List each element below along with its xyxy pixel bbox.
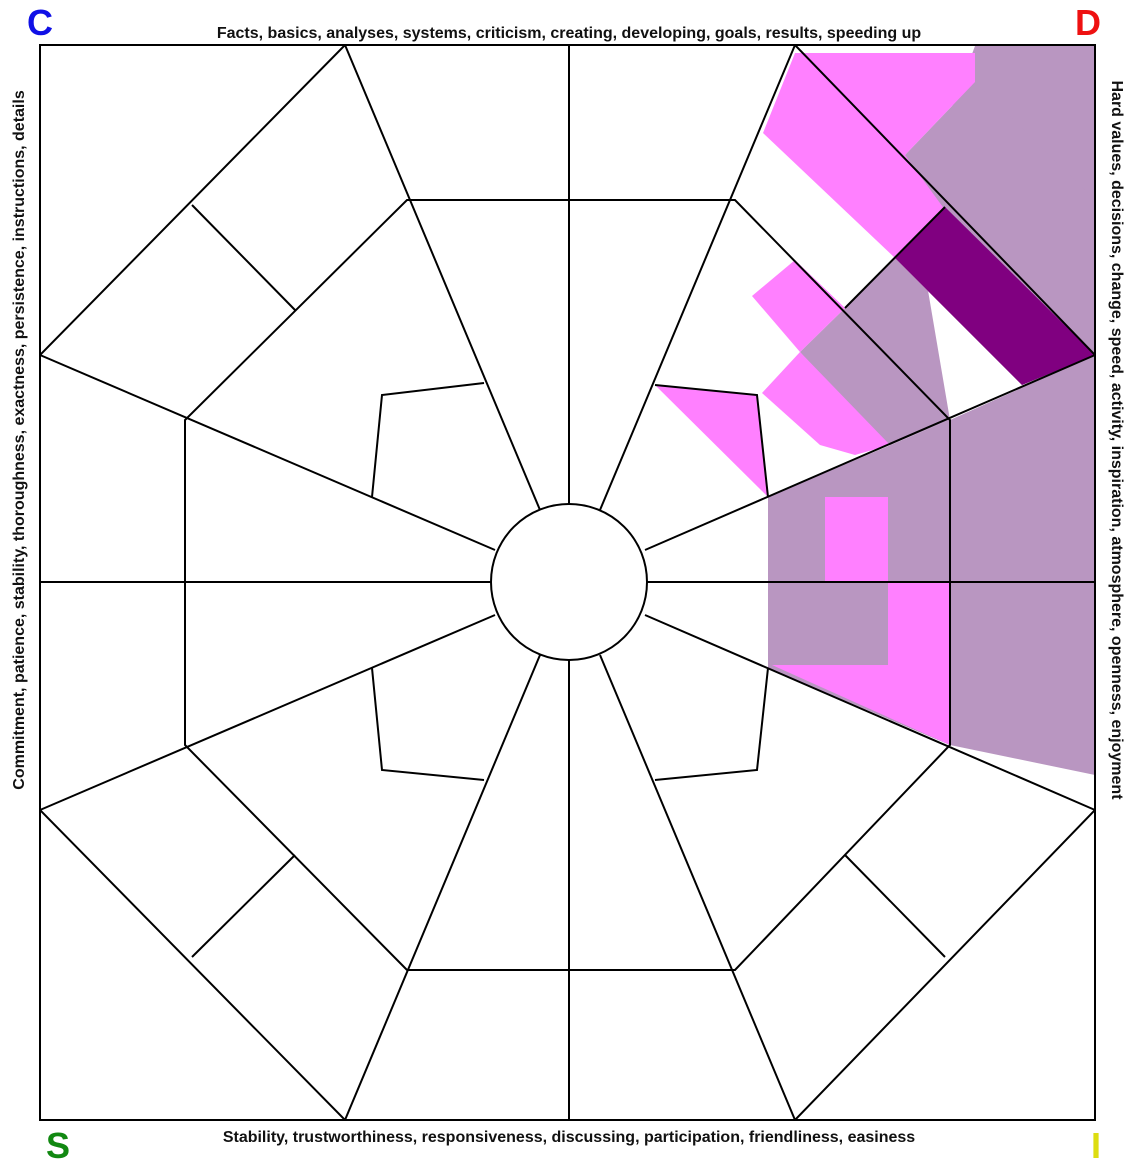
inner-d — [654, 384, 769, 498]
label-left: Commitment, patience, stability, thoroug… — [11, 90, 28, 790]
tick-d-outer — [844, 206, 946, 309]
pink-band-outer — [763, 53, 975, 258]
inner-i — [654, 667, 769, 781]
highlight-regions — [655, 46, 1095, 775]
pink-col-lower — [772, 582, 950, 745]
tick-s-outer — [191, 854, 296, 958]
tick-i-outer — [844, 854, 946, 958]
corner-letter-d: D — [1075, 2, 1101, 43]
pink-band-mid — [752, 260, 845, 352]
spoke-5 — [599, 654, 796, 1121]
spoke-1 — [344, 44, 541, 511]
label-top: Facts, basics, analyses, systems, critic… — [217, 25, 922, 42]
label-bottom: Stability, trustworthiness, responsivene… — [223, 1129, 915, 1146]
corner-letter-c: C — [27, 2, 53, 43]
center-circle — [490, 503, 648, 661]
diagram-lines — [39, 44, 1096, 1121]
spoke-6 — [344, 654, 541, 1121]
spoke-8 — [39, 354, 496, 551]
inner-c — [371, 382, 485, 498]
pink-band-inner — [762, 352, 890, 455]
pink-col-upper — [825, 497, 888, 582]
spoke-2 — [599, 44, 796, 511]
inner-s — [371, 667, 485, 781]
spoke-7 — [39, 614, 496, 811]
middle-octagon — [184, 199, 951, 971]
label-right: Hard values, decisions, change, speed, a… — [1108, 80, 1125, 800]
spoke-4 — [644, 614, 1096, 811]
spoke-3 — [644, 354, 1096, 551]
corner-letter-s: S — [46, 1125, 70, 1162]
tick-c-outer — [191, 204, 296, 311]
purple-band — [895, 207, 1095, 385]
pink-triangle — [655, 385, 768, 497]
corner-letter-i: I — [1091, 1125, 1101, 1162]
